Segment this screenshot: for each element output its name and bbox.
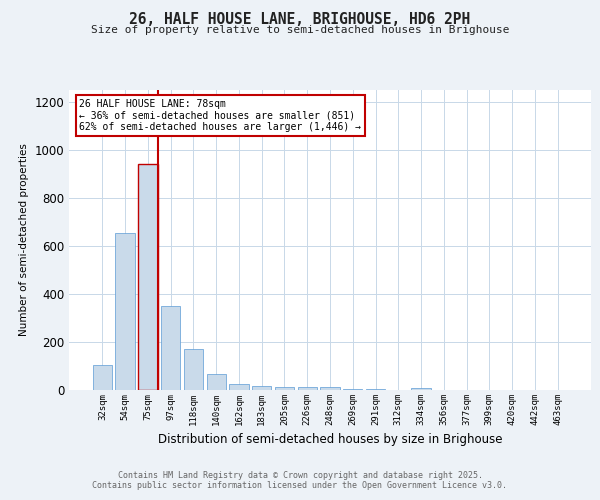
- Bar: [298, 387, 317, 390]
- Text: Contains HM Land Registry data © Crown copyright and database right 2025.
Contai: Contains HM Land Registry data © Crown c…: [92, 470, 508, 490]
- Bar: [229, 384, 248, 390]
- Bar: [412, 388, 431, 390]
- X-axis label: Distribution of semi-detached houses by size in Brighouse: Distribution of semi-detached houses by …: [158, 434, 502, 446]
- Bar: [275, 387, 294, 390]
- Y-axis label: Number of semi-detached properties: Number of semi-detached properties: [19, 144, 29, 336]
- Text: Size of property relative to semi-detached houses in Brighouse: Size of property relative to semi-detach…: [91, 25, 509, 35]
- Bar: [252, 386, 271, 390]
- Text: 26, HALF HOUSE LANE, BRIGHOUSE, HD6 2PH: 26, HALF HOUSE LANE, BRIGHOUSE, HD6 2PH: [130, 12, 470, 28]
- Bar: [206, 374, 226, 390]
- Bar: [320, 387, 340, 390]
- Bar: [343, 389, 362, 390]
- Bar: [93, 365, 112, 390]
- Bar: [115, 233, 135, 390]
- Text: 26 HALF HOUSE LANE: 78sqm
← 36% of semi-detached houses are smaller (851)
62% of: 26 HALF HOUSE LANE: 78sqm ← 36% of semi-…: [79, 99, 361, 132]
- Bar: [138, 164, 158, 390]
- Bar: [184, 349, 203, 390]
- Bar: [161, 306, 181, 390]
